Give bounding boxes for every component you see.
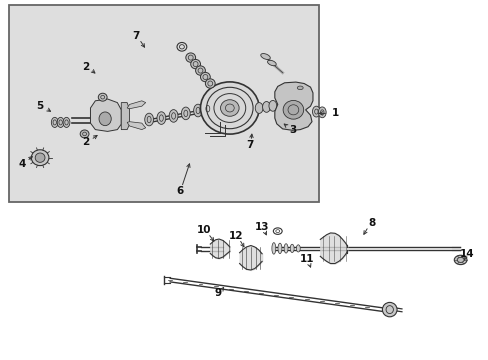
Ellipse shape <box>190 59 200 69</box>
Ellipse shape <box>35 153 45 162</box>
Ellipse shape <box>284 244 287 253</box>
Ellipse shape <box>382 302 396 317</box>
Ellipse shape <box>220 100 239 116</box>
Text: 12: 12 <box>228 231 243 241</box>
Text: 10: 10 <box>197 225 211 235</box>
Ellipse shape <box>99 112 111 126</box>
Text: 3: 3 <box>289 125 296 135</box>
Ellipse shape <box>277 243 281 253</box>
Text: 7: 7 <box>246 140 254 150</box>
Ellipse shape <box>203 102 212 115</box>
Text: 8: 8 <box>367 218 374 228</box>
Polygon shape <box>90 99 121 131</box>
Ellipse shape <box>80 130 89 138</box>
Ellipse shape <box>200 82 259 134</box>
Ellipse shape <box>312 106 320 117</box>
Ellipse shape <box>271 243 275 254</box>
Ellipse shape <box>144 113 153 126</box>
Ellipse shape <box>185 53 195 62</box>
Ellipse shape <box>268 100 276 111</box>
Text: 7: 7 <box>132 31 140 41</box>
Ellipse shape <box>205 79 215 88</box>
Polygon shape <box>274 82 312 130</box>
Ellipse shape <box>57 117 64 127</box>
Ellipse shape <box>318 107 325 118</box>
Ellipse shape <box>195 66 205 75</box>
Ellipse shape <box>157 112 165 124</box>
Text: 1: 1 <box>331 108 338 118</box>
Text: 6: 6 <box>176 186 183 196</box>
Ellipse shape <box>267 60 276 66</box>
Ellipse shape <box>260 54 270 59</box>
Ellipse shape <box>296 245 300 252</box>
Text: 11: 11 <box>299 254 313 264</box>
Bar <box>9 5 319 202</box>
Text: 9: 9 <box>214 288 221 298</box>
Ellipse shape <box>193 104 202 117</box>
Polygon shape <box>127 101 145 109</box>
Text: 13: 13 <box>254 222 268 232</box>
Text: 5: 5 <box>37 101 43 111</box>
Ellipse shape <box>290 244 294 253</box>
Ellipse shape <box>255 103 263 113</box>
Ellipse shape <box>51 117 58 127</box>
Polygon shape <box>121 103 129 130</box>
Ellipse shape <box>31 150 49 166</box>
Ellipse shape <box>169 109 178 122</box>
Text: 2: 2 <box>82 137 89 147</box>
Ellipse shape <box>63 117 70 127</box>
Ellipse shape <box>200 72 210 82</box>
Ellipse shape <box>297 86 303 90</box>
Polygon shape <box>127 122 145 130</box>
Text: 14: 14 <box>459 249 473 259</box>
Ellipse shape <box>98 93 107 101</box>
Text: 2: 2 <box>82 62 89 72</box>
Circle shape <box>453 255 466 265</box>
Ellipse shape <box>262 102 270 112</box>
Ellipse shape <box>181 107 190 120</box>
Text: 4: 4 <box>18 159 26 169</box>
Ellipse shape <box>283 100 303 119</box>
